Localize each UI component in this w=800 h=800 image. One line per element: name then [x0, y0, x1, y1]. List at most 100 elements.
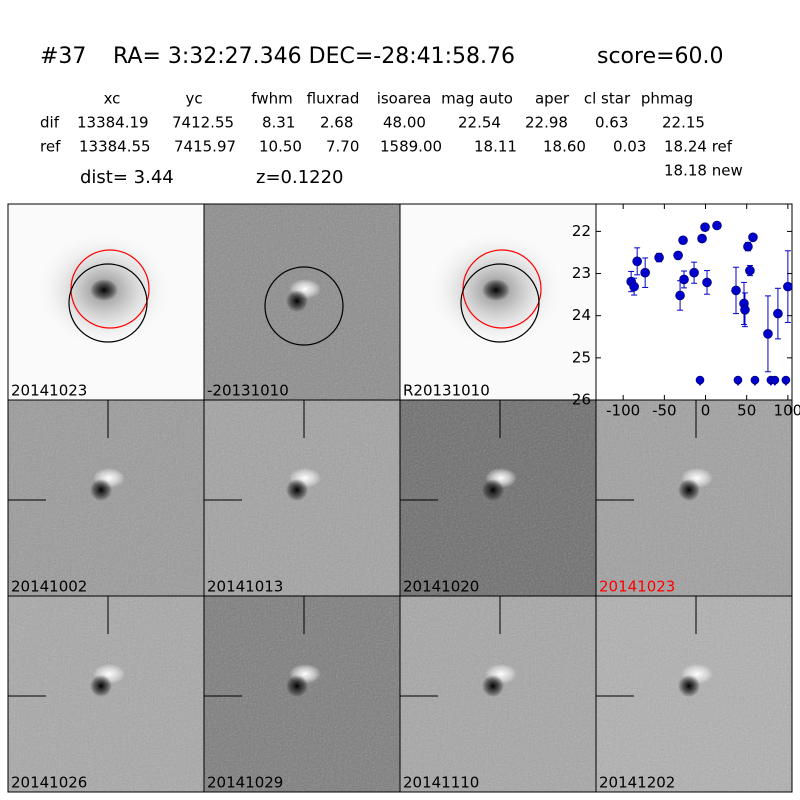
data-point	[763, 329, 773, 339]
image-panel: 20141026	[7, 595, 205, 793]
panel-label: 20141002	[11, 578, 87, 596]
data-point	[731, 285, 741, 296]
table-cell: 18.24 ref	[664, 138, 733, 156]
column-header: aper	[535, 90, 570, 108]
plot-area	[595, 203, 793, 401]
panel-label: 20141110	[403, 774, 479, 792]
table-cell: 22.98	[525, 114, 568, 132]
image-panel: R20131010	[399, 203, 597, 401]
dark-blob	[482, 675, 504, 697]
panel-label: 20141202	[599, 774, 675, 792]
table-cell: 7.70	[326, 138, 359, 156]
y-tick-label: 24	[572, 306, 591, 324]
upper-limit-point	[733, 375, 743, 385]
data-point	[654, 252, 664, 263]
image-panel: 20141202	[595, 595, 793, 793]
dist: dist= 3.44	[80, 167, 174, 188]
dif-circle	[68, 263, 148, 343]
column-header: cl star	[584, 90, 631, 108]
dark-blob	[286, 675, 308, 697]
panel-label: 20141023	[11, 382, 87, 400]
x-tick-label: 100	[774, 402, 800, 420]
column-header: phmag	[641, 90, 693, 108]
galaxy-core	[482, 279, 510, 301]
table-cell: 10.50	[259, 138, 302, 156]
image-panel: -20131010	[203, 203, 401, 401]
column-header: mag auto	[441, 90, 513, 108]
upper-limit-point	[695, 375, 705, 385]
table-cell: 8.31	[262, 114, 295, 132]
panel-border	[595, 595, 793, 793]
dark-blob	[678, 479, 700, 501]
data-point	[783, 281, 793, 292]
panel-label: 20141026	[11, 774, 87, 792]
row-label: ref	[40, 138, 61, 156]
data-point	[629, 281, 639, 292]
image-panel: 20141002	[7, 399, 205, 597]
table-cell: 2.68	[320, 114, 353, 132]
column-header: isoarea	[377, 90, 432, 108]
y-tick-label: 23	[572, 264, 591, 282]
data-point	[700, 222, 710, 232]
table-cell: 0.03	[613, 138, 646, 156]
column-header: fluxrad	[307, 90, 360, 108]
data-point	[673, 250, 683, 261]
table-cell: 22.15	[662, 114, 705, 132]
data-point	[740, 304, 750, 315]
image-panel: 20141029	[203, 595, 401, 793]
table-cell: 0.63	[595, 114, 628, 132]
redshift: z=0.1220	[256, 167, 344, 188]
table-cell: 18.11	[474, 138, 517, 156]
column-header: xc	[104, 90, 121, 108]
dark-blob	[678, 675, 700, 697]
table-cell: 7415.97	[174, 138, 236, 156]
y-tick-label: 22	[572, 222, 591, 240]
table-cell: 22.54	[458, 114, 501, 132]
x-tick-label: 50	[737, 402, 756, 420]
panel-label: R20131010	[403, 382, 490, 400]
data-point	[743, 241, 753, 252]
image-panel: 20141023	[595, 399, 793, 597]
x-tick-label: 0	[701, 402, 711, 420]
dark-blob	[286, 290, 308, 312]
galaxy-core	[90, 279, 118, 301]
data-point	[697, 233, 707, 244]
panel-label: 20141029	[207, 774, 283, 792]
table-cell: 48.00	[383, 114, 426, 132]
dif-circle	[460, 263, 540, 343]
data-point	[678, 235, 688, 246]
score: score=60.0	[597, 44, 724, 69]
data-point	[748, 232, 758, 243]
panel-label: 20141020	[403, 578, 479, 596]
panel-label: 20141013	[207, 578, 283, 596]
table-cell: 1589.00	[380, 138, 442, 156]
data-point	[773, 308, 783, 319]
data-point	[675, 290, 685, 301]
data-point	[640, 267, 650, 278]
phmag-new: 18.18 new	[664, 162, 743, 180]
panel-label: 20141023	[599, 578, 675, 596]
upper-limit-point	[770, 375, 780, 385]
table-cell: 13384.55	[79, 138, 151, 156]
upper-limit-point	[781, 375, 791, 385]
data-point	[702, 277, 712, 288]
x-tick-label: -50	[652, 402, 677, 420]
panel-label: -20131010	[207, 382, 289, 400]
data-point	[712, 220, 722, 231]
dark-blob	[90, 479, 112, 501]
table-cell: 13384.19	[77, 114, 149, 132]
data-point	[689, 267, 699, 278]
image-panel: 20141020	[399, 399, 597, 597]
table-cell: 7412.55	[172, 114, 234, 132]
dark-blob	[482, 479, 504, 501]
dif-circle	[264, 266, 344, 346]
column-header: fwhm	[251, 90, 292, 108]
candidate-id: #37	[40, 44, 86, 69]
data-point	[745, 265, 755, 276]
dark-blob	[90, 675, 112, 697]
image-panel: 20141013	[203, 399, 401, 597]
dark-blob	[286, 479, 308, 501]
data-point	[632, 256, 642, 267]
column-header: yc	[185, 90, 202, 108]
